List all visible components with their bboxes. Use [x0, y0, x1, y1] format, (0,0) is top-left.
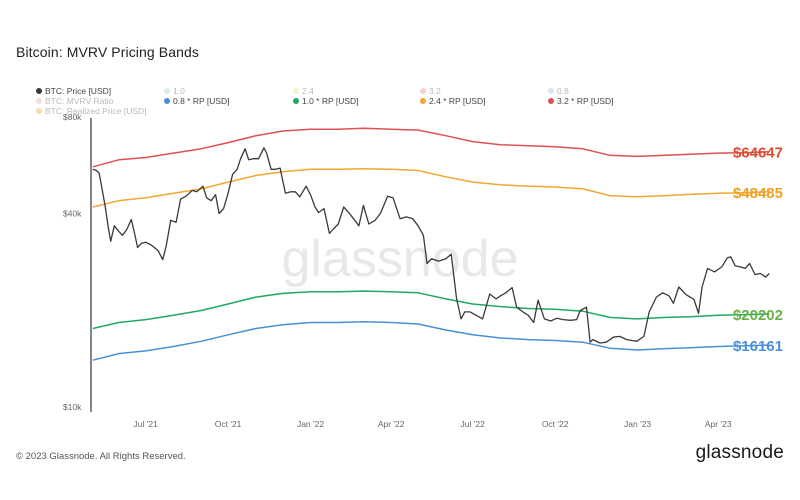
y-tick-label: $10k: [63, 402, 82, 412]
x-tick-label: Oct '21: [215, 419, 242, 429]
legend-dot-icon: [548, 88, 554, 94]
legend-dot-icon: [36, 108, 42, 114]
watermark-text: glassnode: [281, 230, 518, 288]
legend-label: 1.0: [173, 86, 185, 96]
footer-logo: glassnode: [695, 442, 784, 463]
y-tick-label: $40k: [63, 209, 82, 219]
series-line-0-8-rp-usd: [92, 321, 770, 361]
legend-item[interactable]: BTC: Realized Price [USD]: [36, 106, 147, 116]
legend-dot-icon: [36, 98, 42, 104]
legend-dot-icon: [293, 88, 299, 94]
legend-label: 3.2: [429, 86, 441, 96]
legend-item[interactable]: 0.8 * RP [USD]: [164, 96, 230, 106]
legend-item[interactable]: 0.8: [548, 86, 569, 96]
legend-dot-icon: [420, 88, 426, 94]
legend-label: 3.2 * RP [USD]: [557, 96, 614, 106]
x-tick-label: Jan '23: [624, 419, 651, 429]
legend-label: BTC: MVRV Ratio: [45, 96, 114, 106]
legend-dot-icon: [164, 98, 170, 104]
legend-label: 0.8: [557, 86, 569, 96]
legend-item[interactable]: BTC: MVRV Ratio: [36, 96, 113, 106]
legend-item[interactable]: 2.4: [293, 86, 314, 96]
legend-dot-icon: [36, 88, 42, 94]
chart-title: Bitcoin: MVRV Pricing Bands: [16, 44, 199, 60]
legend-item[interactable]: 3.2 * RP [USD]: [548, 96, 614, 106]
legend-item[interactable]: 2.4 * RP [USD]: [420, 96, 486, 106]
y-tick-label: $80k: [63, 112, 82, 122]
x-tick-label: Apr '23: [705, 419, 732, 429]
legend-item[interactable]: 1.0 * RP [USD]: [293, 96, 359, 106]
legend-label: BTC: Price [USD]: [45, 86, 112, 96]
x-tick-label: Jul '22: [461, 419, 486, 429]
end-value-label: $20202: [733, 307, 783, 324]
legend-label: 2.4 * RP [USD]: [429, 96, 486, 106]
x-tick-label: Apr '22: [378, 419, 405, 429]
series-line-1-0-rp-usd: [92, 290, 770, 330]
series-line-3-2-rp-usd: [92, 127, 770, 168]
legend-item[interactable]: BTC: Price [USD]: [36, 86, 111, 96]
legend-item[interactable]: 1.0: [164, 86, 185, 96]
legend-label: BTC: Realized Price [USD]: [45, 106, 147, 116]
legend-dot-icon: [164, 88, 170, 94]
legend-label: 1.0 * RP [USD]: [302, 96, 359, 106]
legend-dot-icon: [548, 98, 554, 104]
end-value-label: $48485: [733, 185, 783, 202]
x-tick-label: Jan '22: [297, 419, 324, 429]
end-value-label: $16161: [733, 338, 783, 355]
legend-label: 0.8 * RP [USD]: [173, 96, 230, 106]
legend-dot-icon: [420, 98, 426, 104]
end-value-label: $64647: [733, 145, 783, 162]
series-line-2-4-rp-usd: [92, 168, 770, 208]
x-tick-label: Jul '21: [134, 419, 159, 429]
series-line-btc-price-usd: [92, 147, 770, 344]
x-tick-label: Oct '22: [542, 419, 569, 429]
legend-label: 2.4: [302, 86, 314, 96]
legend-item[interactable]: 3.2: [420, 86, 441, 96]
footer-copyright: © 2023 Glassnode. All Rights Reserved.: [16, 451, 186, 462]
legend-dot-icon: [293, 98, 299, 104]
